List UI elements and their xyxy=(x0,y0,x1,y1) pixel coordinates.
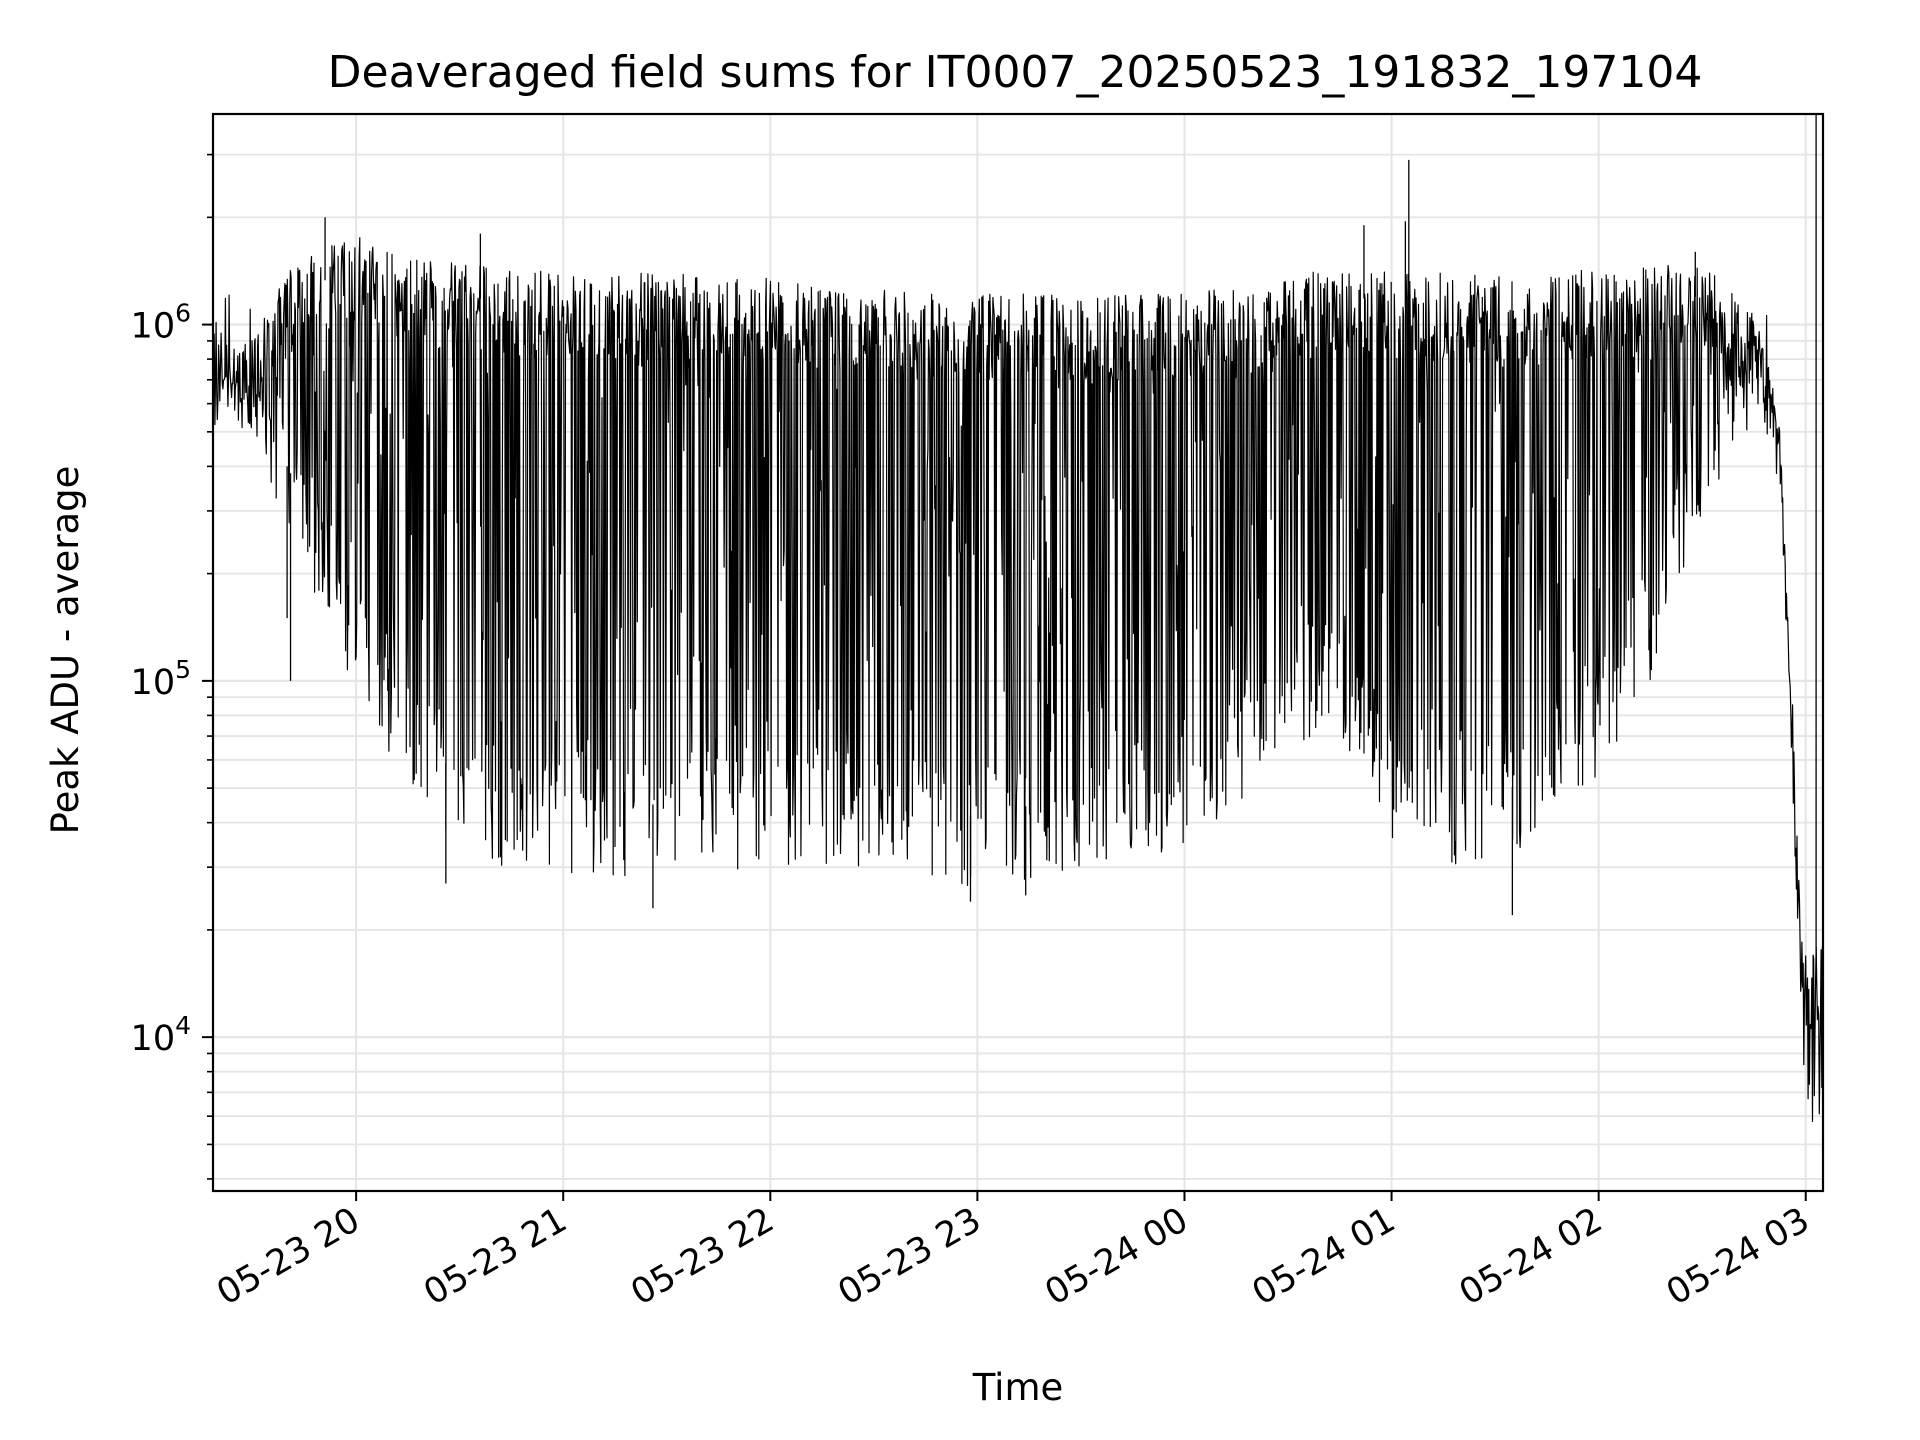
x-tick-label: 05-23 20 xyxy=(210,1200,366,1313)
x-axis: 05-23 20 05-23 21 05-23 22 05-23 23 05-24 00… xyxy=(210,1191,1816,1313)
y-tick-label: 105 xyxy=(131,655,191,703)
plot-frame xyxy=(211,112,1825,1193)
x-axis-label: Time xyxy=(972,1366,1064,1409)
y-axis: 104 105 106 xyxy=(131,153,213,1180)
x-tick-label: 05-23 22 xyxy=(625,1200,781,1313)
y-tick-label: 104 xyxy=(131,1011,191,1059)
x-tick-label: 05-24 02 xyxy=(1453,1200,1609,1313)
x-tick-label: 05-24 03 xyxy=(1660,1200,1816,1313)
x-tick-label: 05-23 21 xyxy=(417,1200,573,1313)
x-tick-label: 05-23 23 xyxy=(832,1200,988,1313)
y-tick-label: 106 xyxy=(131,299,191,347)
chart-title: Deaveraged field sums for IT0007_2025052… xyxy=(328,47,1703,98)
plot-area xyxy=(213,114,1823,1122)
series-line xyxy=(213,237,1823,1122)
y-axis-label: Peak ADU - average xyxy=(44,466,87,835)
x-tick-label: 05-24 01 xyxy=(1246,1200,1402,1313)
x-tick-label: 05-24 00 xyxy=(1039,1200,1195,1313)
